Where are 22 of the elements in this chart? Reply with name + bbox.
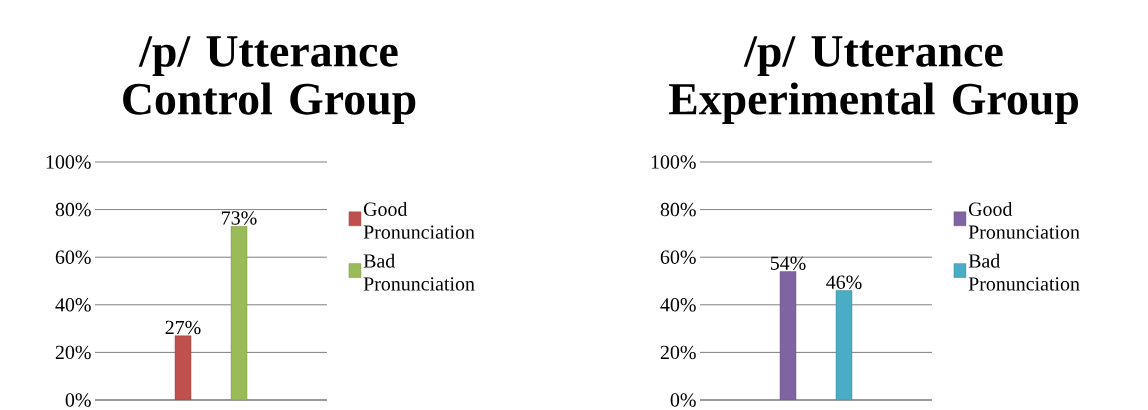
y-tick-label: 20% bbox=[55, 345, 91, 360]
y-tick-label: 80% bbox=[660, 202, 696, 217]
y-tick-label: 100% bbox=[46, 155, 91, 169]
y-tick-label: 40% bbox=[55, 298, 91, 312]
y-tick-label: 0% bbox=[670, 393, 696, 407]
legend-label: Bad Pronunciation bbox=[363, 253, 475, 291]
data-label: 54% bbox=[770, 256, 806, 270]
chart-title: /p/ Utterance Control Group bbox=[123, 36, 416, 124]
y-tick-label: 100% bbox=[651, 155, 696, 169]
y-tick-label: 0% bbox=[65, 393, 91, 407]
legend-label: Good Pronunciation bbox=[968, 201, 1080, 239]
data-label: 46% bbox=[826, 275, 862, 289]
y-tick-label: 40% bbox=[660, 298, 696, 312]
y-tick-label: 80% bbox=[55, 202, 91, 217]
legend-label: Bad Pronunciation bbox=[968, 253, 1080, 291]
data-label: 27% bbox=[165, 320, 201, 335]
legend-label: Good Pronunciation bbox=[363, 201, 475, 239]
y-tick-label: 20% bbox=[660, 345, 696, 360]
data-label: 73% bbox=[222, 211, 257, 225]
chart-title: /p/ Utterance Experimental Group bbox=[668, 36, 1079, 124]
y-tick-label: 60% bbox=[660, 250, 696, 264]
y-tick-label: 60% bbox=[55, 250, 91, 264]
